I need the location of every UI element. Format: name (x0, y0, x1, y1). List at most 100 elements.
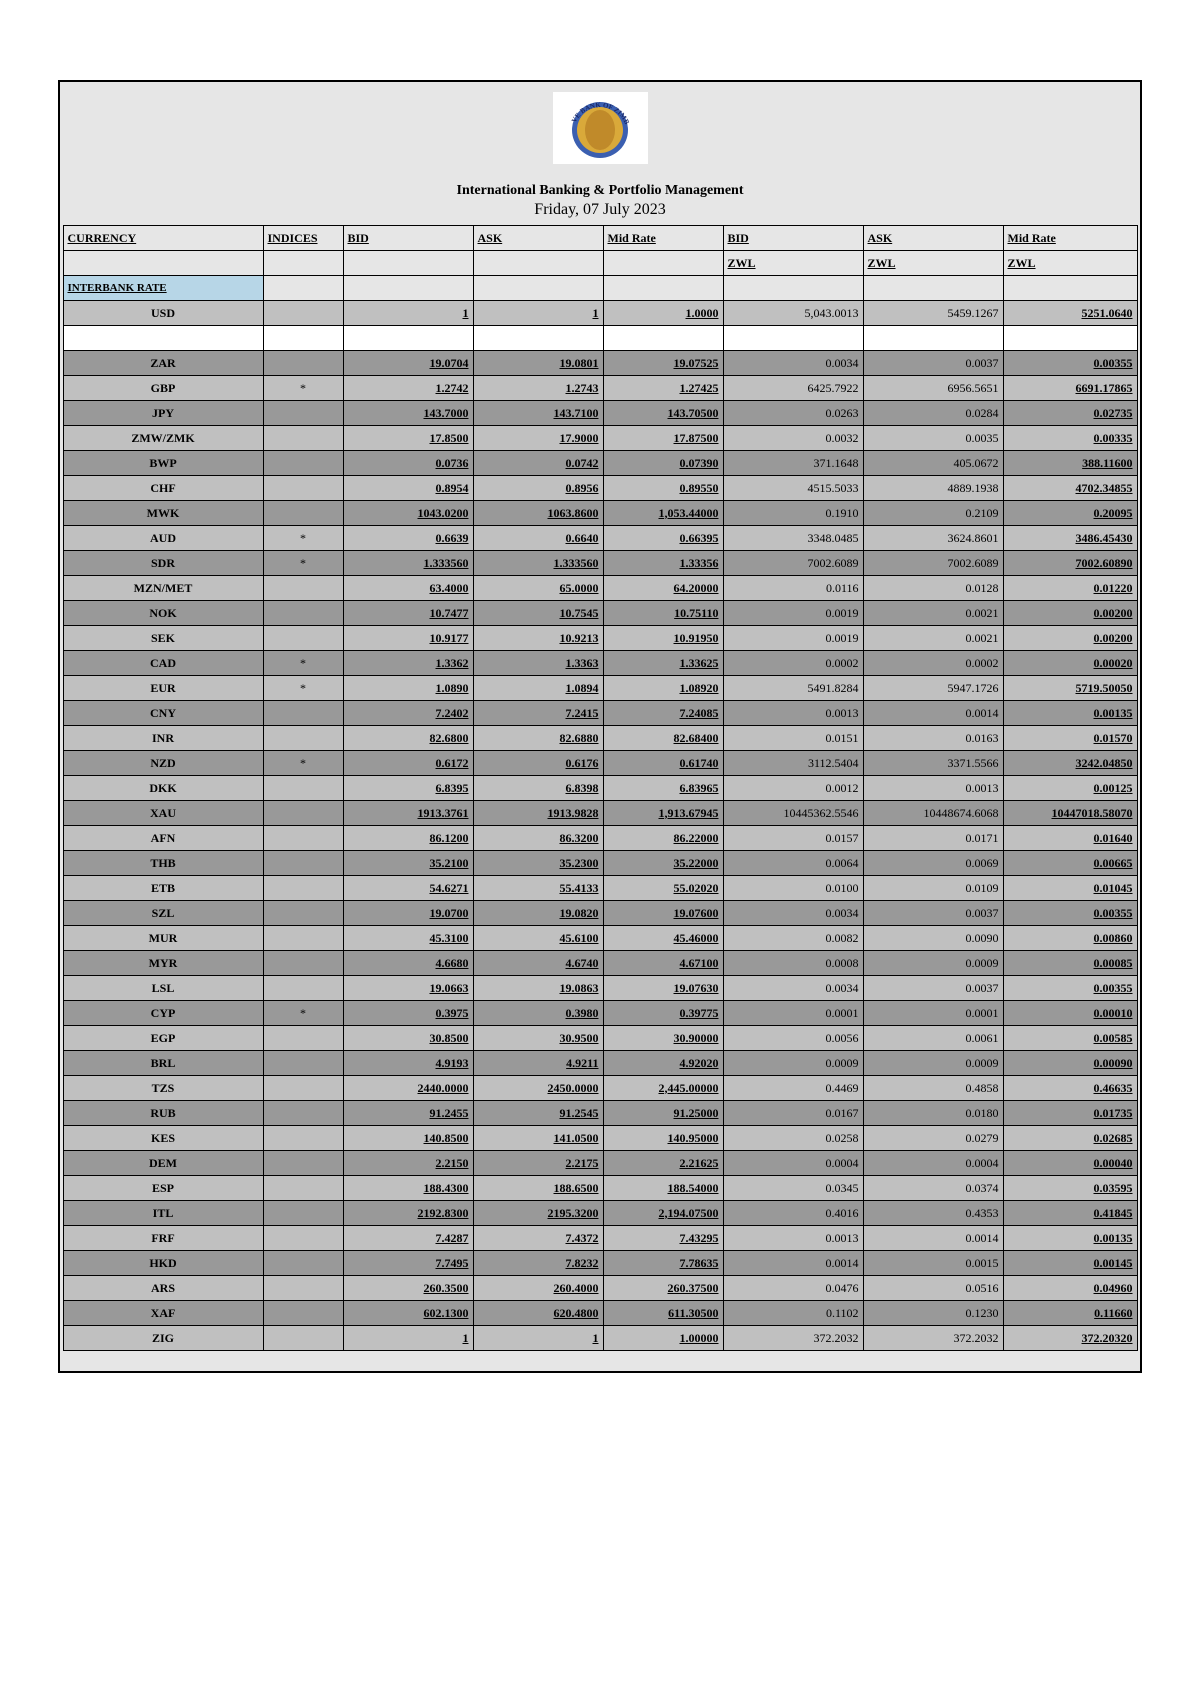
indices-cell (263, 576, 343, 601)
mid-zwl-cell: 0.00585 (1003, 1026, 1137, 1051)
currency-cell: USD (63, 301, 263, 326)
mid-cell: 10.75110 (603, 601, 723, 626)
bid-zwl-cell: 0.1910 (723, 501, 863, 526)
table-row: SDR*1.3335601.3335601.333567002.60897002… (63, 551, 1137, 576)
currency-cell: ITL (63, 1201, 263, 1226)
rbz-logo: RESERVE BANK OF ZIMBABWE (553, 92, 648, 164)
table-row: MYR4.66804.67404.671000.00080.00090.0008… (63, 951, 1137, 976)
mid-zwl-cell: 0.01570 (1003, 726, 1137, 751)
col-mid-zwl: Mid Rate (1003, 226, 1137, 251)
ask-cell: 17.9000 (473, 426, 603, 451)
currency-cell: MUR (63, 926, 263, 951)
bid-zwl-cell: 0.0345 (723, 1176, 863, 1201)
mid-zwl-cell: 0.01640 (1003, 826, 1137, 851)
indices-cell (263, 1026, 343, 1051)
table-row: DEM2.21502.21752.216250.00040.00040.0004… (63, 1151, 1137, 1176)
ask-cell: 260.4000 (473, 1276, 603, 1301)
indices-cell: * (263, 376, 343, 401)
bid-zwl-cell: 0.0056 (723, 1026, 863, 1051)
mid-zwl-cell: 0.01735 (1003, 1101, 1137, 1126)
bid-zwl-cell: 3112.5404 (723, 751, 863, 776)
ask-cell: 82.6880 (473, 726, 603, 751)
indices-cell: * (263, 676, 343, 701)
indices-cell (263, 1076, 343, 1101)
currency-cell: LSL (63, 976, 263, 1001)
ask-cell: 143.7100 (473, 401, 603, 426)
bid-cell: 19.0704 (343, 351, 473, 376)
mid-zwl-cell: 0.00355 (1003, 901, 1137, 926)
mid-cell: 4.92020 (603, 1051, 723, 1076)
indices-cell (263, 1226, 343, 1251)
bid-zwl-cell: 0.0009 (723, 1051, 863, 1076)
mid-cell: 0.07390 (603, 451, 723, 476)
bid-cell: 1.0890 (343, 676, 473, 701)
mid-cell: 86.22000 (603, 826, 723, 851)
bid-cell: 4.9193 (343, 1051, 473, 1076)
bid-cell: 10.7477 (343, 601, 473, 626)
mid-cell: 1.08920 (603, 676, 723, 701)
bid-cell: 86.1200 (343, 826, 473, 851)
bid-zwl-cell: 0.0082 (723, 926, 863, 951)
bid-zwl-cell: 0.0034 (723, 901, 863, 926)
mid-zwl-cell: 0.00860 (1003, 926, 1137, 951)
ask-zwl-cell: 0.0009 (863, 1051, 1003, 1076)
ask-cell: 0.3980 (473, 1001, 603, 1026)
mid-cell: 64.20000 (603, 576, 723, 601)
currency-cell: HKD (63, 1251, 263, 1276)
mid-zwl-cell: 0.00135 (1003, 701, 1137, 726)
currency-cell: NZD (63, 751, 263, 776)
logo-container: RESERVE BANK OF ZIMBABWE (60, 82, 1140, 175)
mid-zwl-cell: 0.20095 (1003, 501, 1137, 526)
indices-cell: * (263, 551, 343, 576)
table-row: ITL2192.83002195.32002,194.075000.40160.… (63, 1201, 1137, 1226)
table-row: NOK10.747710.754510.751100.00190.00210.0… (63, 601, 1137, 626)
indices-cell (263, 876, 343, 901)
mid-zwl-cell: 388.11600 (1003, 451, 1137, 476)
indices-cell (263, 776, 343, 801)
bid-zwl-cell: 0.0151 (723, 726, 863, 751)
ask-cell: 1 (473, 301, 603, 326)
indices-cell (263, 926, 343, 951)
doc-date: Friday, 07 July 2023 (60, 199, 1140, 225)
indices-cell (263, 951, 343, 976)
interbank-label: INTERBANK RATE (63, 276, 263, 301)
mid-zwl-cell: 5719.50050 (1003, 676, 1137, 701)
bid-zwl-cell: 0.0064 (723, 851, 863, 876)
mid-zwl-cell: 0.00020 (1003, 651, 1137, 676)
ask-zwl-cell: 0.0037 (863, 976, 1003, 1001)
bid-cell: 7.4287 (343, 1226, 473, 1251)
indices-cell (263, 901, 343, 926)
ask-zwl-cell: 7002.6089 (863, 551, 1003, 576)
mid-cell: 140.95000 (603, 1126, 723, 1151)
rates-table: CURRENCY INDICES BID ASK Mid Rate BID AS… (63, 225, 1138, 1351)
table-row: FRF7.42877.43727.432950.00130.00140.0013… (63, 1226, 1137, 1251)
indices-cell (263, 401, 343, 426)
table-row: EGP30.850030.950030.900000.00560.00610.0… (63, 1026, 1137, 1051)
mid-cell: 82.68400 (603, 726, 723, 751)
currency-cell: ETB (63, 876, 263, 901)
indices-cell (263, 301, 343, 326)
table-row: AUD*0.66390.66400.663953348.04853624.860… (63, 526, 1137, 551)
ask-zwl-cell: 0.0004 (863, 1151, 1003, 1176)
table-row: AFN86.120086.320086.220000.01570.01710.0… (63, 826, 1137, 851)
ask-cell: 0.8956 (473, 476, 603, 501)
bid-zwl-cell: 10445362.5546 (723, 801, 863, 826)
currency-cell: SZL (63, 901, 263, 926)
mid-zwl-cell: 0.00355 (1003, 351, 1137, 376)
mid-zwl-cell: 0.02685 (1003, 1126, 1137, 1151)
table-row: CAD*1.33621.33631.336250.00020.00020.000… (63, 651, 1137, 676)
table-row: MUR45.310045.610045.460000.00820.00900.0… (63, 926, 1137, 951)
ask-cell: 86.3200 (473, 826, 603, 851)
rate-sheet: RESERVE BANK OF ZIMBABWE International B… (58, 80, 1142, 1373)
bid-cell: 6.8395 (343, 776, 473, 801)
mid-zwl-cell: 5251.0640 (1003, 301, 1137, 326)
bid-cell: 0.8954 (343, 476, 473, 501)
ask-zwl-cell: 6956.5651 (863, 376, 1003, 401)
currency-cell: GBP (63, 376, 263, 401)
mid-zwl-cell: 372.20320 (1003, 1326, 1137, 1351)
table-row (63, 326, 1137, 351)
ask-cell: 7.8232 (473, 1251, 603, 1276)
mid-zwl-cell: 0.11660 (1003, 1301, 1137, 1326)
table-row: KES140.8500141.0500140.950000.02580.0279… (63, 1126, 1137, 1151)
indices-cell (263, 1251, 343, 1276)
